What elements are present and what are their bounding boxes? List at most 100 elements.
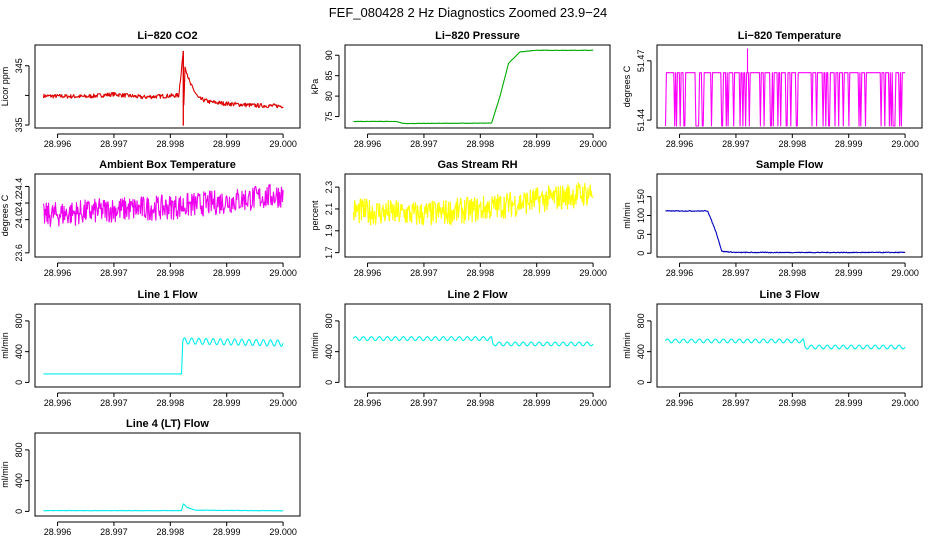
panel-1-plot-frame [34,44,301,129]
panel-7-y-tick-label: 400 [14,344,24,359]
panel-4-y-tick-label: 24.4 [14,178,24,196]
panel-7-plot-frame [34,303,301,388]
panel-6-y-tick-label: 100 [636,208,646,223]
panel-2-x-tick-label: 28.997 [410,139,438,149]
panel-2-x-tick-label: 29.000 [579,139,607,149]
panel-9-y-tick-label: 400 [636,344,646,359]
panel-2-y-tick-label: 80 [324,91,334,101]
panel-6: Sample Flow 28.996 28.997 28.998 28.999 29.00… [622,159,923,278]
panel-10-x-tick-label: 28.996 [44,527,72,537]
panel-9-x-tick-label: 29.000 [891,398,919,408]
panel-8-x-tick-label: 28.998 [467,398,495,408]
panel-2-x-tick-label: 28.998 [467,139,495,149]
panel-8-plot-frame [344,303,611,388]
panel-9-y-tick-label: 0 [636,380,646,385]
panel-6-y-label: ml/min [622,202,632,229]
panel-7: Line 1 Flow 28.996 28.997 28.998 28.999 29.00… [0,289,301,408]
panel-4-y-tick-label: 24.0 [14,211,24,229]
panel-3: Li−820 Temperature 28.996 28.997 28.998 28.9… [622,30,923,149]
panel-4-y-tick-label: 23.6 [14,244,24,262]
panel-8-series-line [353,336,594,347]
panel-2: Li−820 Pressure 28.996 28.997 28.998 28.999 2… [310,30,611,149]
panel-9-x-tick-label: 28.999 [835,398,863,408]
panel-6-title: Sample Flow [756,159,824,171]
panel-8: Line 2 Flow 28.996 28.997 28.998 28.999 29.00… [310,289,611,408]
panel-4-series-line [42,183,284,228]
panel-9-x-tick-label: 28.997 [722,398,750,408]
panel-5-series-line [352,182,594,226]
panel-9-x-tick-label: 28.996 [666,398,694,408]
panel-8-x-tick-label: 28.999 [523,398,551,408]
panel-4-plot-frame [34,173,301,258]
panel-2-plot-frame [344,44,611,129]
panel-7-title: Line 1 Flow [138,289,198,301]
panel-5-x-tick-label: 29.000 [579,268,607,278]
panel-3-x-tick-label: 28.996 [666,139,694,149]
panel-7-y-tick-label: 800 [14,313,24,328]
panel-8-x-tick-label: 29.000 [579,398,607,408]
panel-2-y-label: kPa [310,79,320,95]
panel-5-y-tick-label: 1.7 [324,246,334,259]
panel-7-series-line [43,337,284,375]
panel-4-x-tick-label: 28.997 [100,268,128,278]
panel-2-y-tick-label: 90 [324,50,334,60]
panel-6-plot-frame [656,173,923,258]
panel-4-x-tick-label: 29.000 [269,268,297,278]
panel-5: Gas Stream RH 28.996 28.997 28.998 28.999 29.… [310,159,611,278]
panel-10-y-tick-label: 800 [14,442,24,457]
panel-8-y-tick-label: 800 [324,313,334,328]
panel-7-x-tick-label: 28.997 [100,398,128,408]
panel-8-title: Line 2 Flow [448,289,508,301]
panel-1-series-line [42,50,284,109]
panel-4-x-tick-label: 28.999 [213,268,241,278]
panel-3-plot-frame [656,44,923,129]
panel-7-y-tick-label: 0 [14,380,24,385]
panel-1-x-tick-label: 28.999 [213,139,241,149]
panel-1-y-tick-label: 345 [14,58,24,73]
panel-10-x-tick-label: 29.000 [269,527,297,537]
panel-5-title: Gas Stream RH [437,159,517,171]
panel-8-y-tick-label: 0 [324,380,334,385]
panel-4-title: Ambient Box Temperature [99,159,236,171]
panel-7-y-label: ml/min [0,332,10,359]
panel-3-series-line [664,48,906,127]
panel-10-y-tick-label: 0 [14,509,24,514]
panel-6-y-tick-label: 150 [636,189,646,204]
panel-9-y-label: ml/min [622,332,632,359]
panel-7-x-tick-label: 29.000 [269,398,297,408]
panel-6-x-tick-label: 28.996 [666,268,694,278]
panel-5-x-tick-label: 28.997 [410,268,438,278]
panel-6-x-tick-label: 29.000 [891,268,919,278]
panel-3-x-tick-label: 28.998 [779,139,807,149]
panel-3-title: Li−820 Temperature [738,30,841,42]
panel-6-x-tick-label: 28.999 [835,268,863,278]
panel-9-plot-frame [656,303,923,388]
panel-2-y-tick-label: 85 [324,71,334,81]
panel-1-x-tick-label: 28.996 [44,139,72,149]
panel-9-title: Line 3 Flow [760,289,820,301]
panel-7-x-tick-label: 28.998 [157,398,185,408]
panel-10-x-tick-label: 28.999 [213,527,241,537]
panel-8-x-tick-label: 28.996 [354,398,382,408]
panel-2-y-tick-label: 75 [324,112,334,122]
panel-3-x-tick-label: 28.999 [835,139,863,149]
panel-6-series-line [665,210,906,254]
panel-2-x-tick-label: 28.996 [354,139,382,149]
panel-1-y-tick-label: 335 [14,118,24,133]
panel-10-series-line [43,503,284,512]
panel-4: Ambient Box Temperature 28.996 28.997 28.99… [0,159,301,278]
panel-5-plot-frame [344,173,611,258]
panel-10-y-label: ml/min [0,461,10,488]
panel-1-y-label: Licor ppm [0,67,10,107]
panel-1-x-tick-label: 29.000 [269,139,297,149]
panel-3-y-label: degrees C [622,65,632,107]
panel-6-x-tick-label: 28.998 [779,268,807,278]
panel-8-x-tick-label: 28.997 [410,398,438,408]
panel-9-series-line [665,338,906,350]
panel-8-y-tick-label: 400 [324,344,334,359]
panel-3-y-tick-label: 51.44 [636,109,646,132]
panel-4-x-tick-label: 28.996 [44,268,72,278]
panel-3-y-tick-label: 51.47 [636,50,646,73]
panel-5-y-label: percent [310,200,320,231]
